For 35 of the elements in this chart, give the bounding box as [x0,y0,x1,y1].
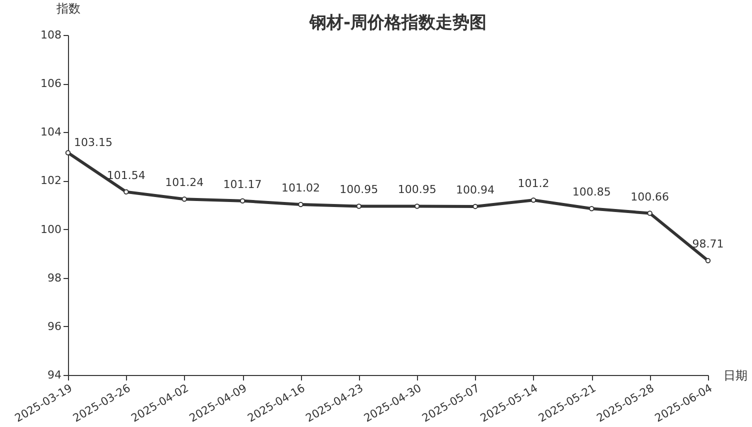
data-label: 101.54 [106,168,146,182]
data-label: 100.94 [456,183,495,196]
y-tick-label: 104 [40,126,62,139]
point [472,204,478,210]
y-tick-label: 102 [40,174,62,188]
point [240,198,246,204]
data-label: 101.02 [281,182,320,195]
y-tick-label: 106 [40,77,62,90]
data-label: 101.2 [518,177,550,190]
y-tick-label: 100 [40,222,62,236]
data-label: 101.24 [165,176,204,190]
point [65,150,71,156]
data-label: 100.95 [398,183,436,196]
point [414,204,420,209]
point [124,189,129,195]
data-label: 101.17 [223,178,262,191]
point [530,198,536,203]
point [589,206,594,212]
y-axis-title: 指数 [56,2,80,16]
y-tick-label: 108 [40,28,62,42]
point [705,258,711,264]
point [298,202,304,208]
point [182,196,187,202]
data-label: 100.66 [630,190,670,204]
x-axis-title: 日期 [724,368,748,382]
data-label: 100.95 [340,183,378,196]
y-tick-label: 94 [48,368,62,382]
point [356,204,362,209]
chart-title: 钢材-周价格指数走势图 [308,13,487,33]
y-tick-label: 96 [48,320,62,333]
data-label: 100.85 [572,186,611,199]
point [647,210,652,216]
data-label: 103.15 [74,136,112,149]
data-label: 98.71 [692,238,724,251]
y-tick-label: 98 [48,271,62,284]
